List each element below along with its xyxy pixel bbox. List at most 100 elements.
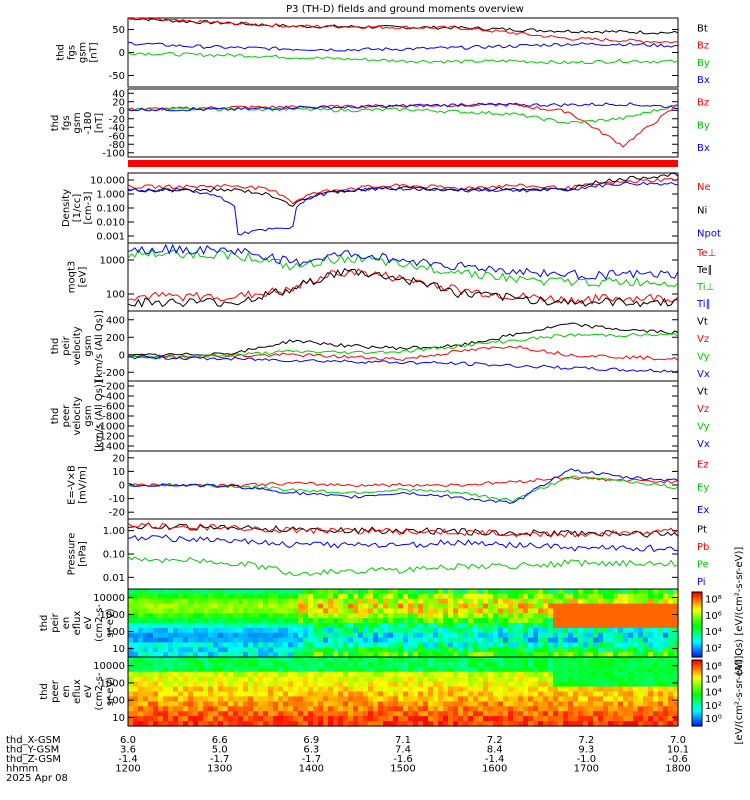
- heatmap-cell: [578, 618, 584, 624]
- heatmap-cell: [488, 681, 494, 688]
- heatmap-cell: [553, 711, 559, 717]
- heatmap-cell: [308, 598, 314, 605]
- heatmap-cell: [613, 716, 619, 722]
- ylabel-line: thd: [50, 338, 61, 355]
- heatmap-cell: [588, 671, 594, 678]
- heatmap-cell: [573, 647, 579, 653]
- heatmap-cell: [618, 647, 624, 653]
- heatmap-cell: [168, 627, 174, 634]
- heatmap-cell: [593, 696, 599, 702]
- ytick-label: 100: [106, 290, 125, 301]
- heatmap-cell: [523, 642, 529, 648]
- heatmap-cell: [418, 603, 424, 610]
- heatmap-cell: [513, 661, 519, 668]
- heatmap-cell: [458, 671, 464, 678]
- heatmap-cell: [618, 603, 624, 610]
- legend-label: By: [697, 58, 710, 69]
- heatmap-cell: [293, 696, 299, 702]
- heatmap-cell: [128, 716, 134, 722]
- heatmap-cell: [473, 608, 479, 614]
- heatmap-cell: [563, 711, 569, 717]
- heatmap-cell: [343, 623, 349, 629]
- heatmap-cell: [238, 691, 244, 697]
- heatmap-cell: [153, 711, 159, 717]
- heatmap-cell: [578, 671, 584, 678]
- heatmap-cell: [673, 652, 679, 658]
- heatmap-cell: [188, 666, 194, 673]
- heatmap-cell: [403, 593, 409, 600]
- heatmap-cell: [588, 716, 594, 722]
- legend-label: Vy: [697, 352, 710, 363]
- heatmap-cell: [628, 711, 634, 717]
- heatmap-cell: [348, 632, 354, 639]
- heatmap-cell: [473, 593, 479, 600]
- heatmap-cell: [583, 676, 589, 683]
- heatmap-cell: [218, 711, 224, 717]
- heatmap-cell: [403, 657, 409, 663]
- heatmap-cell: [138, 593, 144, 600]
- heatmap-cell: [133, 686, 139, 693]
- heatmap-cell: [128, 706, 134, 712]
- heatmap-cell: [448, 661, 454, 668]
- heatmap-cell: [453, 691, 459, 697]
- heatmap-cell: [518, 603, 524, 610]
- heatmap-cell: [588, 623, 594, 629]
- heatmap-cell: [533, 701, 539, 707]
- heatmap-cell: [408, 642, 414, 648]
- heatmap-cell: [318, 598, 324, 605]
- heatmap-cell: [518, 686, 524, 693]
- heatmap-cell: [238, 589, 244, 595]
- heatmap-cell: [563, 701, 569, 707]
- heatmap-cell: [208, 632, 214, 639]
- heatmap-cell: [288, 666, 294, 673]
- heatmap-cell: [238, 627, 244, 634]
- heatmap-cell: [348, 706, 354, 712]
- heatmap-cell: [473, 623, 479, 629]
- heatmap-cell: [558, 686, 564, 693]
- heatmap-cell: [473, 701, 479, 707]
- heatmap-cell: [328, 706, 334, 712]
- heatmap-cell: [233, 676, 239, 683]
- heatmap-cell: [293, 691, 299, 697]
- ytick-label: 0.100: [96, 204, 125, 215]
- heatmap-cell: [228, 711, 234, 717]
- heatmap-cell: [533, 657, 539, 663]
- legend-label: Vz: [697, 404, 709, 415]
- heatmap-cell: [143, 637, 149, 644]
- heatmap-cell: [548, 642, 554, 648]
- heatmap-cell: [528, 598, 534, 605]
- heatmap-cell: [323, 642, 329, 648]
- red-separator-bar: [128, 160, 678, 167]
- heatmap-cell: [633, 676, 639, 683]
- heatmap-cell: [163, 671, 169, 678]
- heatmap-cell: [548, 706, 554, 712]
- heatmap-cell: [498, 618, 504, 624]
- heatmap-cell: [598, 721, 604, 727]
- heatmap-cell: [208, 671, 214, 678]
- legend-label: Pi: [697, 577, 706, 588]
- heatmap-cell: [573, 652, 579, 658]
- heatmap-cell: [583, 632, 589, 639]
- heatmap-cell: [508, 661, 514, 668]
- heatmap-cell: [178, 701, 184, 707]
- heatmap-cell: [218, 623, 224, 629]
- heatmap-cell: [138, 696, 144, 702]
- heatmap-cell: [603, 627, 609, 634]
- heatmap-cell: [543, 627, 549, 634]
- heatmap-cell: [608, 721, 614, 727]
- heatmap-cell: [583, 657, 589, 663]
- heatmap-cell: [288, 706, 294, 712]
- heatmap-cell: [243, 721, 249, 727]
- ytick-label: 0: [119, 350, 125, 361]
- heatmap-cell: [243, 637, 249, 644]
- heatmap-cell: [223, 608, 229, 614]
- heatmap-cell: [458, 647, 464, 653]
- heatmap-cell: [428, 613, 434, 619]
- legend-label: Bt: [697, 23, 708, 34]
- heatmap-cell: [308, 618, 314, 624]
- heatmap-cell: [453, 627, 459, 634]
- heatmap-cell: [128, 721, 134, 727]
- heatmap-cell: [193, 657, 199, 663]
- heatmap-cell: [543, 657, 549, 663]
- heatmap-cell: [418, 637, 424, 644]
